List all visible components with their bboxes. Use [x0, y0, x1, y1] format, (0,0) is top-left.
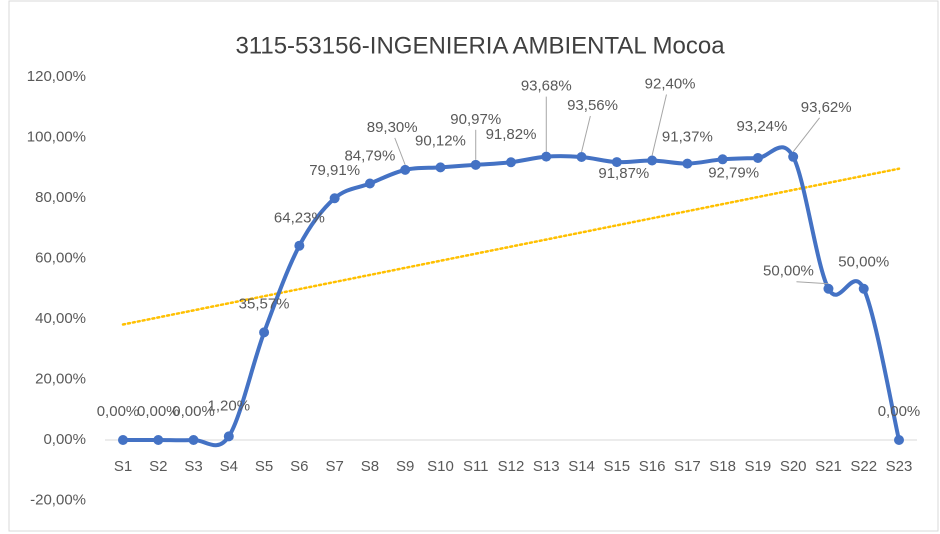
- chart-title: 3115-53156-INGENIERIA AMBIENTAL Mocoa: [235, 32, 725, 59]
- x-tick-label: S5: [255, 458, 273, 475]
- marker: [576, 151, 587, 162]
- x-tick-label: S10: [427, 458, 454, 475]
- x-tick-label: S6: [290, 458, 308, 475]
- x-tick-label: S23: [886, 458, 913, 475]
- leader-line: [394, 137, 406, 166]
- marker: [329, 193, 340, 204]
- marker: [435, 162, 446, 173]
- x-tick-label: S12: [498, 458, 525, 475]
- leader-line: [651, 94, 667, 156]
- x-tick-label: S20: [780, 458, 807, 475]
- data-label: 93,24%: [736, 118, 787, 135]
- x-tick-label: S15: [603, 458, 630, 475]
- marker: [788, 151, 799, 162]
- data-label: 89,30%: [367, 119, 418, 136]
- y-tick-label: 80,00%: [35, 189, 86, 206]
- marker: [223, 431, 234, 442]
- x-tick-label: S17: [674, 458, 701, 475]
- marker: [118, 435, 128, 445]
- data-label: 93,56%: [567, 97, 618, 114]
- trendline: [121, 167, 901, 326]
- line-series: [123, 145, 901, 448]
- x-tick-label: S14: [568, 458, 595, 475]
- leader-line: [792, 117, 820, 153]
- x-tick-label: S4: [220, 458, 238, 475]
- leader-line: [581, 115, 591, 153]
- x-tick-label: S16: [639, 458, 666, 475]
- data-label: 50,00%: [838, 254, 889, 271]
- marker: [752, 152, 763, 163]
- data-label: 91,87%: [598, 165, 649, 182]
- marker: [858, 283, 869, 294]
- marker: [647, 155, 658, 166]
- data-label: 91,37%: [662, 129, 713, 146]
- marker: [611, 157, 622, 168]
- data-label: 64,23%: [274, 210, 325, 227]
- chart-border: [8, 0, 939, 532]
- data-label: 50,00%: [763, 263, 814, 280]
- marker: [188, 435, 199, 445]
- x-tick-label: S8: [361, 458, 379, 475]
- x-tick-label: S19: [745, 458, 772, 475]
- data-label: 91,82%: [486, 126, 537, 143]
- marker: [470, 159, 481, 170]
- y-tick-label: 0,00%: [43, 431, 86, 448]
- y-tick-label: 40,00%: [35, 310, 86, 327]
- data-label: 90,12%: [415, 132, 466, 149]
- data-label: 79,91%: [309, 162, 360, 179]
- data-label: 92,40%: [645, 75, 696, 92]
- marker: [506, 157, 516, 168]
- x-tick-label: S7: [325, 458, 343, 475]
- data-label: 93,68%: [521, 78, 572, 95]
- data-label: 1,20%: [208, 397, 251, 414]
- marker: [294, 240, 305, 251]
- marker: [153, 435, 164, 445]
- marker: [894, 435, 904, 445]
- data-label: 0,00%: [172, 403, 215, 420]
- x-tick-label: S11: [463, 458, 489, 475]
- x-tick-label: S3: [184, 458, 202, 475]
- data-label: 92,79%: [708, 164, 759, 181]
- marker: [682, 158, 693, 169]
- x-tick-label: S2: [149, 458, 167, 475]
- marker: [823, 283, 834, 294]
- y-tick-label: 100,00%: [27, 128, 86, 145]
- x-tick-label: S21: [815, 458, 842, 475]
- y-tick-label: 60,00%: [35, 249, 86, 266]
- leader-line: [796, 281, 829, 285]
- data-label: 84,79%: [344, 147, 395, 164]
- data-label: 0,00%: [97, 403, 140, 420]
- marker: [259, 327, 270, 338]
- x-tick-label: S13: [533, 458, 560, 475]
- marker: [541, 151, 552, 162]
- y-tick-label: 120,00%: [27, 68, 86, 85]
- x-tick-label: S1: [114, 458, 132, 475]
- marker: [400, 164, 411, 175]
- x-tick-label: S18: [709, 458, 736, 475]
- data-label: 0,00%: [137, 403, 180, 420]
- marker: [717, 154, 728, 165]
- y-tick-label: -20,00%: [30, 491, 86, 508]
- data-label: 0,00%: [878, 403, 921, 420]
- y-tick-label: 20,00%: [35, 370, 86, 387]
- x-tick-label: S22: [850, 458, 877, 475]
- x-tick-label: S9: [396, 458, 414, 475]
- data-label: 35,57%: [239, 295, 290, 312]
- marker: [364, 178, 375, 189]
- data-label: 93,62%: [801, 99, 852, 116]
- data-label: 90,97%: [450, 111, 501, 128]
